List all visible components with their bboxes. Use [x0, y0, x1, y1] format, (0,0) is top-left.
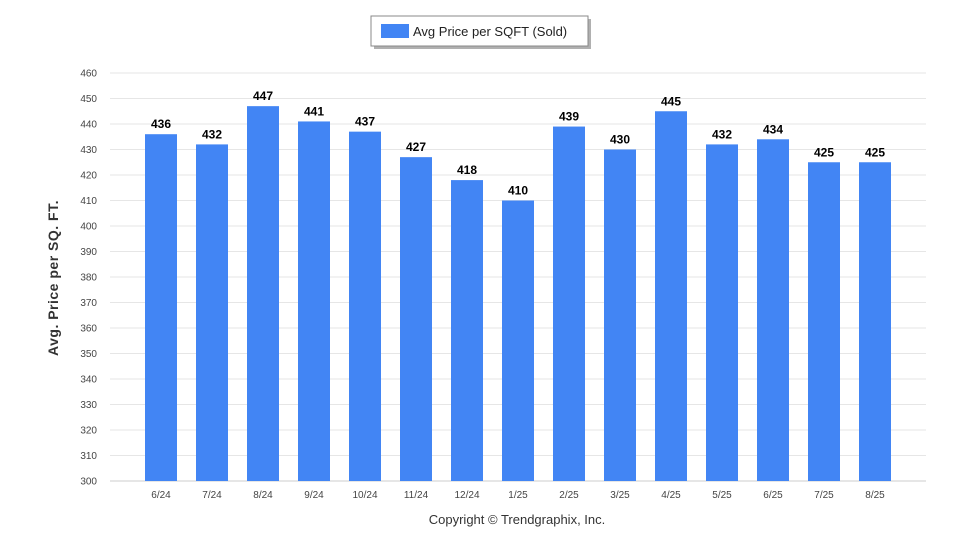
- x-tick-label: 7/24: [202, 490, 222, 501]
- y-axis-title: Avg. Price per SQ. FT.: [45, 200, 61, 356]
- bar[interactable]: [757, 139, 789, 482]
- x-tick-label: 10/24: [352, 490, 377, 501]
- y-tick-label: 320: [80, 426, 97, 437]
- copyright-text: Copyright © Trendgraphix, Inc.: [429, 512, 606, 527]
- y-tick-label: 310: [80, 451, 97, 462]
- data-label: 432: [712, 127, 732, 141]
- x-tick-label: 6/24: [151, 490, 171, 501]
- bar[interactable]: [553, 126, 585, 482]
- bar[interactable]: [706, 144, 738, 481]
- y-tick-label: 330: [80, 400, 97, 411]
- x-tick-label: 7/25: [814, 490, 834, 501]
- y-tick-label: 460: [80, 69, 97, 80]
- data-label: 445: [661, 94, 681, 108]
- data-label: 439: [559, 110, 579, 124]
- y-tick-label: 400: [80, 222, 97, 233]
- x-tick-label: 11/24: [404, 490, 429, 501]
- y-tick-label: 430: [80, 145, 97, 156]
- bar[interactable]: [859, 162, 891, 481]
- x-tick-label: 5/25: [712, 490, 732, 501]
- bar[interactable]: [808, 162, 840, 481]
- legend[interactable]: Avg Price per SQFT (Sold): [370, 15, 591, 49]
- data-label: 425: [865, 145, 885, 159]
- data-label: 437: [355, 115, 375, 129]
- y-tick-label: 420: [80, 171, 97, 182]
- y-tick-label: 450: [80, 94, 97, 105]
- y-tick-label: 300: [80, 477, 97, 488]
- data-label: 425: [814, 145, 834, 159]
- y-tick-label: 380: [80, 273, 97, 284]
- x-tick-label: 4/25: [661, 490, 681, 501]
- x-tick-label: 3/25: [610, 490, 630, 501]
- y-tick-label: 340: [80, 375, 97, 386]
- legend-swatch: [381, 24, 409, 38]
- bar[interactable]: [349, 131, 381, 481]
- data-label: 427: [406, 140, 426, 154]
- bar[interactable]: [451, 180, 483, 481]
- data-label: 441: [304, 104, 324, 118]
- y-tick-label: 360: [80, 324, 97, 335]
- bar[interactable]: [247, 106, 279, 482]
- data-label: 410: [508, 184, 528, 198]
- x-tick-label: 8/25: [865, 490, 885, 501]
- bar[interactable]: [400, 157, 432, 481]
- data-label: 434: [763, 122, 783, 136]
- legend-label: Avg Price per SQFT (Sold): [413, 24, 567, 39]
- x-tick-label: 6/25: [763, 490, 783, 501]
- bars: [145, 106, 891, 482]
- data-label: 432: [202, 127, 222, 141]
- bar[interactable]: [604, 149, 636, 482]
- data-label: 418: [457, 163, 477, 177]
- data-labels: 436 432 447 441 437 427 418 410 439 430 445 432 434 4…: [151, 89, 885, 197]
- bar[interactable]: [196, 144, 228, 481]
- x-axis-ticks: 6/24 7/24 8/24 9/24 10/24 11/24 12/24 1/25 2/25 3…: [151, 490, 885, 501]
- y-axis-ticks: 300 310 320 330 340 350 360 370 380 390 400 410 420 4…: [80, 69, 97, 488]
- y-tick-label: 440: [80, 120, 97, 131]
- bar[interactable]: [145, 134, 177, 481]
- data-label: 447: [253, 89, 273, 103]
- x-tick-label: 12/24: [454, 490, 479, 501]
- x-tick-label: 8/24: [253, 490, 273, 501]
- data-label: 436: [151, 117, 171, 131]
- bar[interactable]: [298, 121, 330, 481]
- data-label: 430: [610, 133, 630, 147]
- x-tick-label: 9/24: [304, 490, 324, 501]
- x-tick-label: 1/25: [508, 490, 528, 501]
- y-tick-label: 390: [80, 247, 97, 258]
- bar[interactable]: [502, 200, 534, 482]
- y-tick-label: 370: [80, 298, 97, 309]
- x-tick-label: 2/25: [559, 490, 579, 501]
- bar[interactable]: [655, 111, 687, 481]
- y-tick-label: 410: [80, 196, 97, 207]
- y-tick-label: 350: [80, 349, 97, 360]
